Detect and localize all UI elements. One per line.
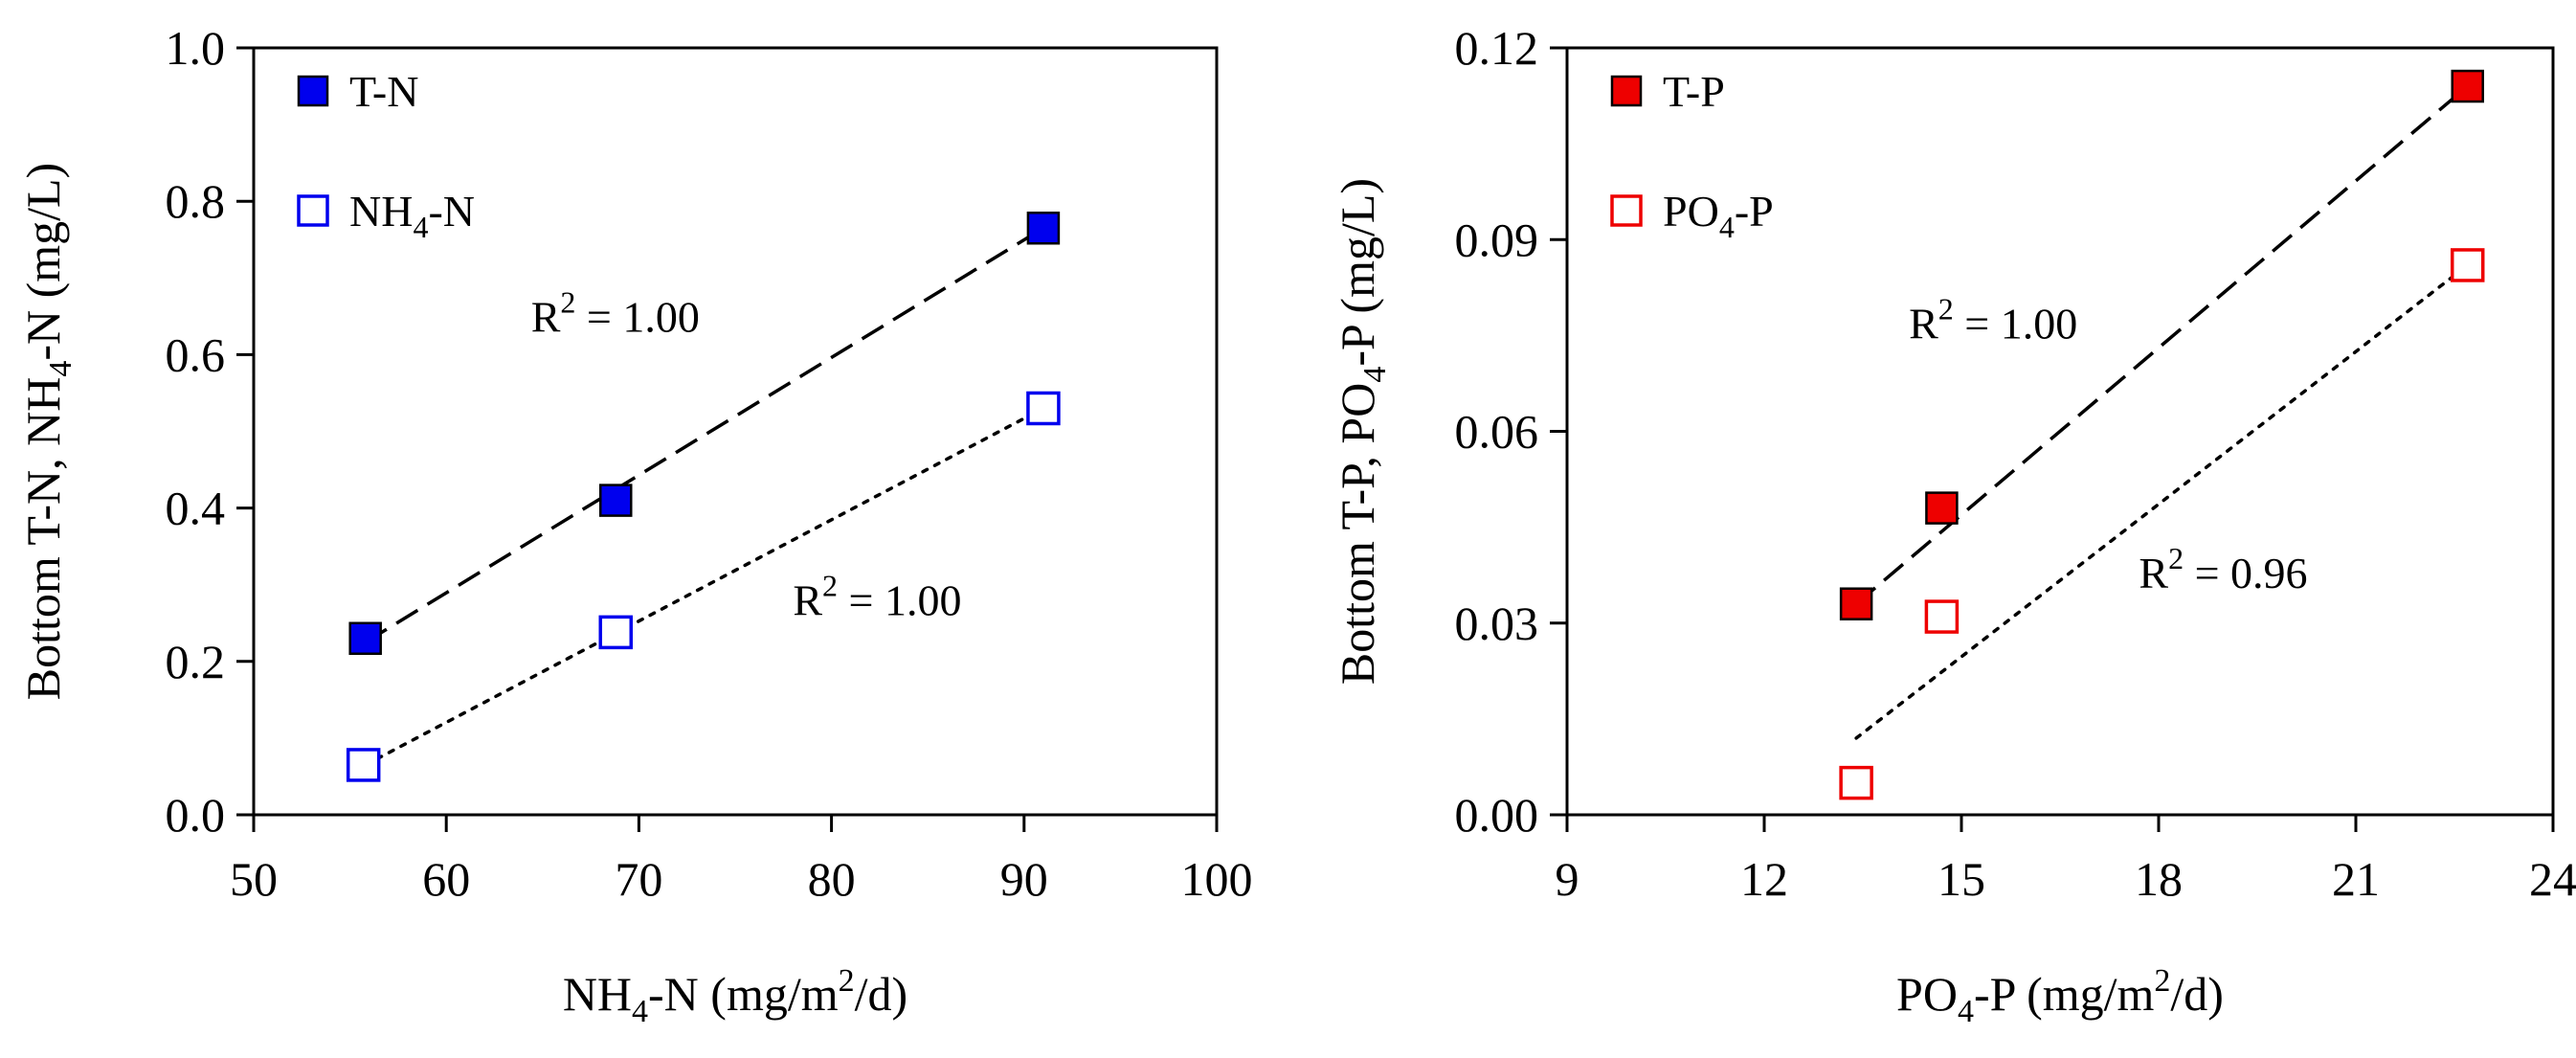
legend-marker (1610, 194, 1643, 227)
y-tick-label: 0.8 (166, 174, 226, 228)
x-tick-label: 12 (1740, 852, 1788, 906)
annotation-part: = 1.00 (838, 576, 961, 625)
x-axis-title: NH4-N (mg/m2/d) (563, 963, 907, 1029)
annotation-superscript: 2 (2168, 541, 2184, 575)
annotation-superscript: 2 (1938, 292, 1954, 326)
legend-label: PO4-P (1663, 187, 1774, 244)
x-title-part: -N (mg/m (648, 967, 839, 1021)
legend-part: PO (1663, 187, 1719, 236)
data-point-filled-square (1925, 491, 1959, 525)
series-t-p: R2 = 1.00T-P (1610, 67, 2484, 620)
annotation-superscript: 2 (822, 569, 838, 603)
annotation-superscript: 2 (560, 284, 575, 319)
data-point-open-square (2450, 248, 2485, 282)
fit-line-dashed (1855, 84, 2469, 606)
data-point-open-square (1839, 765, 1873, 800)
data-point-open-square (598, 615, 634, 650)
x-tick-label: 9 (1556, 852, 1579, 906)
y-tick-label: 0.06 (1455, 405, 1539, 459)
y-tick-label: 0.4 (166, 482, 226, 535)
data-point-filled-square (1026, 211, 1061, 245)
y-axis-title: Bottom T-N, NH4-N (mg/L) (16, 163, 78, 700)
data-point-filled-square (599, 484, 633, 517)
y-tick-label: 0.2 (166, 635, 226, 688)
r-squared-annotation: R2 = 1.00 (531, 284, 700, 341)
annotation-part: R (1909, 300, 1938, 349)
x-title-superscript: 2 (2154, 963, 2170, 999)
r-squared-annotation: R2 = 1.00 (1909, 292, 2077, 349)
legend-label: NH4-N (349, 187, 475, 244)
r-squared-annotation: R2 = 0.96 (2139, 541, 2307, 597)
y-tick-label: 0.09 (1455, 213, 1539, 266)
x-tick-label: 60 (422, 852, 470, 906)
series-t-n: R2 = 1.00T-N (297, 67, 1061, 656)
legend-marker (1610, 75, 1643, 107)
x-tick-label: 100 (1181, 852, 1253, 906)
y-tick-label: 1.0 (166, 21, 226, 75)
annotation-part: = 0.96 (2184, 549, 2307, 597)
y-tick-label: 0.12 (1455, 21, 1539, 75)
x-tick-label: 18 (2135, 852, 2183, 906)
y-title-subscript: 4 (1357, 367, 1393, 383)
legend-part: -N (428, 187, 475, 236)
legend-subscript: 4 (413, 210, 428, 244)
legend-subscript: 4 (1719, 210, 1735, 244)
annotation-part: R (2139, 549, 2168, 597)
x-tick-label: 15 (1938, 852, 1985, 906)
x-tick-label: 70 (615, 852, 662, 906)
x-tick-label: 50 (230, 852, 278, 906)
x-title-subscript: 4 (632, 994, 648, 1029)
y-tick-label: 0.03 (1455, 597, 1539, 650)
y-tick-label: 0.00 (1455, 788, 1539, 842)
fit-line-dotted (1854, 263, 2470, 740)
x-title-part: -P (mg/m (1974, 967, 2155, 1021)
annotation-part: R (531, 292, 561, 341)
data-point-filled-square (2451, 69, 2484, 103)
x-tick-label: 80 (808, 852, 856, 906)
annotation-part: R (793, 576, 822, 625)
data-point-filled-square (348, 621, 382, 656)
x-axis-title: PO4-P (mg/m2/d) (1896, 963, 2224, 1029)
legend-marker (297, 75, 329, 107)
y-tick-label: 0.6 (166, 327, 226, 381)
legend-label: T-P (1663, 67, 1725, 116)
x-title-part: NH (563, 967, 632, 1021)
y-axis-title: Bottom T-P, PO4-P (mg/L) (1331, 178, 1393, 685)
r-squared-annotation: R2 = 1.00 (793, 569, 961, 625)
x-tick-label: 24 (2529, 852, 2576, 906)
y-title-part: Bottom T-P, PO (1331, 383, 1384, 685)
annotation-part: = 1.00 (575, 292, 699, 341)
legend-marker (297, 194, 329, 227)
legend-part: T-N (349, 67, 418, 116)
x-title-part: /d) (2170, 967, 2224, 1021)
data-point-filled-square (1839, 587, 1873, 620)
data-point-open-square (1924, 599, 1960, 634)
annotation-part: = 1.00 (1954, 300, 2077, 349)
data-point-open-square (1026, 391, 1061, 426)
y-title-part: Bottom T-N, NH (16, 377, 70, 701)
x-title-part: PO (1896, 967, 1958, 1021)
y-title-part: -N (mg/L) (16, 163, 70, 361)
y-tick-label: 0.0 (166, 788, 226, 842)
legend-part: T-P (1663, 67, 1725, 116)
x-title-part: /d) (855, 967, 908, 1021)
data-point-open-square (346, 748, 381, 782)
y-title-subscript: 4 (43, 361, 78, 377)
x-tick-label: 90 (1000, 852, 1048, 906)
x-title-superscript: 2 (839, 963, 855, 999)
legend-label: T-N (349, 67, 418, 116)
legend-part: -P (1735, 187, 1774, 236)
y-title-part: -P (mg/L) (1331, 178, 1384, 367)
legend-part: NH (349, 187, 413, 236)
x-title-subscript: 4 (1958, 994, 1974, 1029)
fit-line-dashed (364, 226, 1044, 644)
x-tick-label: 21 (2332, 852, 2380, 906)
plot-frame (252, 46, 1219, 817)
